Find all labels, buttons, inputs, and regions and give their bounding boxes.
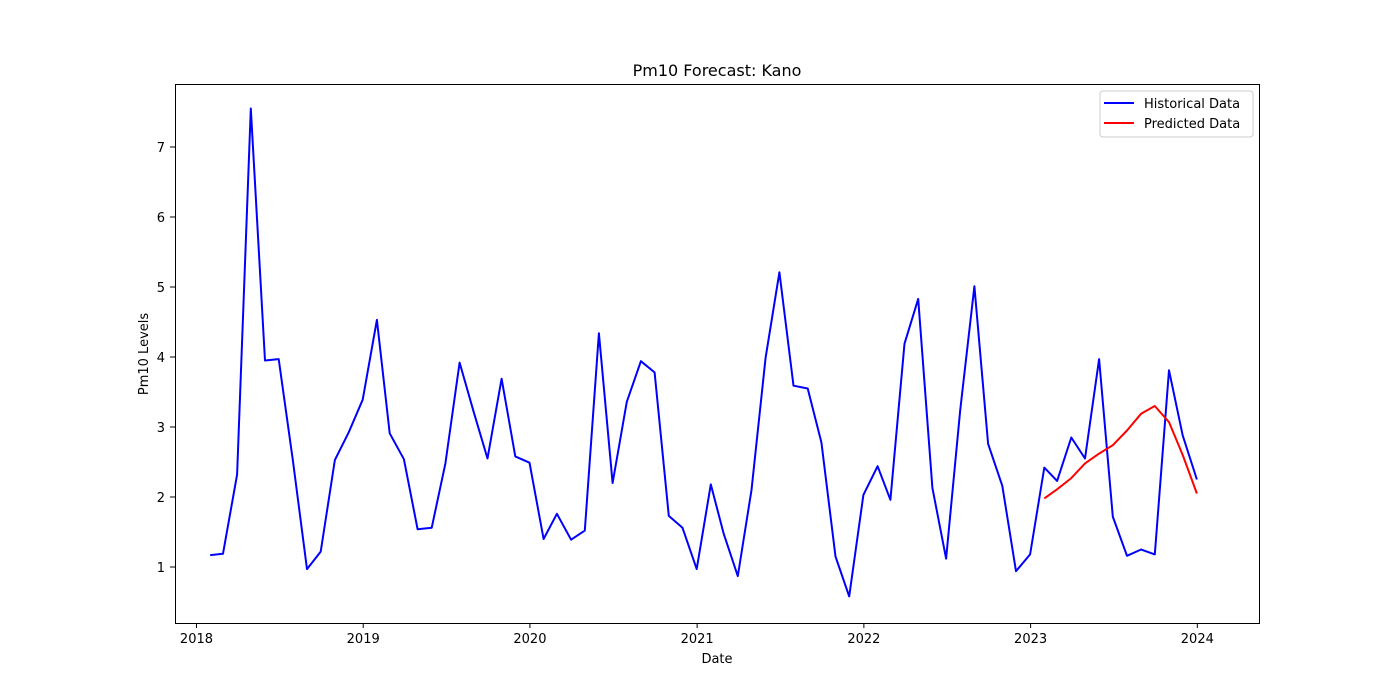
y-tick-label: 2 <box>157 491 165 506</box>
chart-title: Pm10 Forecast: Kano <box>633 61 802 80</box>
series-line-historical-data <box>210 107 1198 598</box>
x-tick-label: 2023 <box>1014 632 1047 647</box>
y-tick-label: 7 <box>157 141 165 156</box>
x-axis-label: Date <box>701 652 732 667</box>
y-tick-label: 6 <box>157 211 165 226</box>
x-tick-label: 2018 <box>180 632 213 647</box>
y-axis: 1 2 3 4 5 6 7 <box>157 141 175 576</box>
y-tick-label: 4 <box>157 351 165 366</box>
y-tick-label: 1 <box>157 561 165 576</box>
y-axis-label: Pm10 Levels <box>137 313 152 395</box>
x-tick-label: 2024 <box>1181 632 1214 647</box>
x-axis: 2018 2019 2020 2021 2022 2023 2024 <box>180 623 1214 647</box>
x-tick-label: 2020 <box>513 632 546 647</box>
legend-label-historical: Historical Data <box>1144 97 1240 112</box>
plot-area <box>210 107 1198 598</box>
x-tick-label: 2022 <box>847 632 880 647</box>
series-line-predicted-data <box>1043 405 1198 500</box>
x-tick-label: 2019 <box>347 632 380 647</box>
plot-frame <box>175 84 1260 624</box>
y-tick-label: 3 <box>157 421 165 436</box>
legend-label-predicted: Predicted Data <box>1144 117 1240 132</box>
legend: Historical Data Predicted Data <box>1099 90 1254 138</box>
legend-box <box>1099 90 1254 138</box>
x-tick-label: 2021 <box>681 632 714 647</box>
y-tick-label: 5 <box>157 281 165 296</box>
